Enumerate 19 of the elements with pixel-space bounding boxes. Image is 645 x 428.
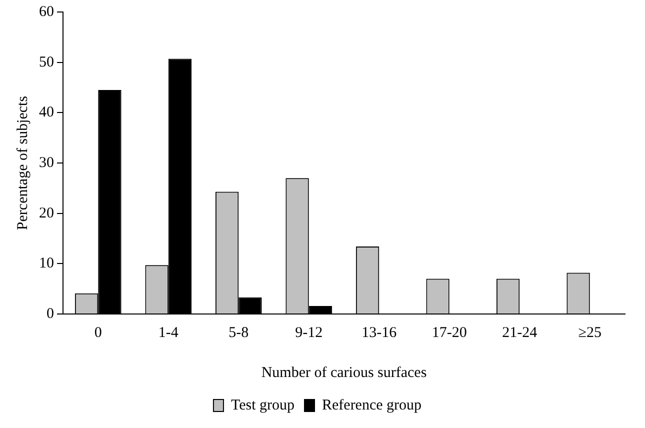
- y-tick-label: 60: [39, 4, 54, 20]
- y-axis-title: Percentage of subjects: [14, 96, 31, 230]
- y-tick-label: 20: [39, 205, 54, 222]
- x-tick-label: 1-4: [158, 324, 179, 341]
- x-tick-label: ≥25: [578, 324, 602, 341]
- y-tick-label: 50: [39, 54, 54, 70]
- y-tick-label: 0: [46, 306, 54, 322]
- x-tick-label: 9-12: [295, 324, 323, 341]
- y-tick-label: 40: [39, 104, 54, 121]
- legend-label: Test group: [230, 397, 295, 414]
- y-tick-label: 30: [39, 154, 54, 171]
- x-tick-label: 21-24: [502, 324, 538, 341]
- y-tick-label: 10: [39, 256, 54, 272]
- x-axis-title: Number of carious surfaces: [261, 364, 427, 381]
- x-tick-label: 5-8: [228, 324, 249, 341]
- x-tick-label: 0: [94, 324, 102, 341]
- x-tick-label: 13-16: [362, 324, 398, 341]
- legend-label: Reference group: [322, 397, 422, 414]
- x-tick-label: 17-20: [432, 324, 467, 341]
